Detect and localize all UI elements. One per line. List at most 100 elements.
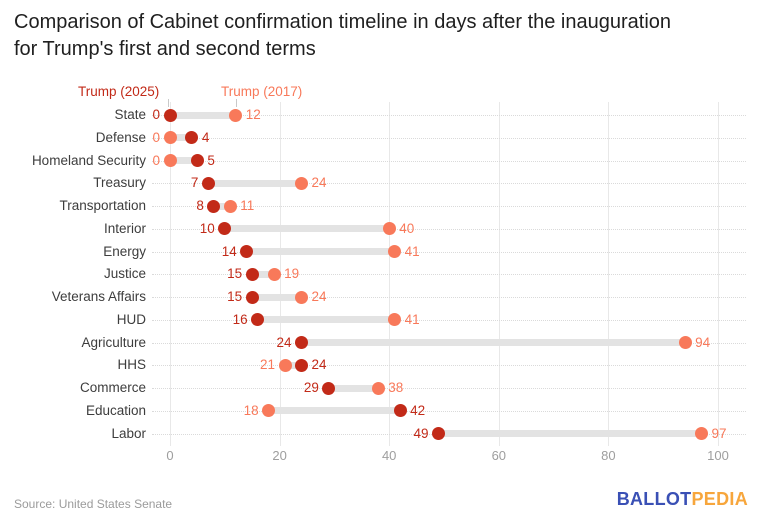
value-label-2017: 97 — [711, 425, 727, 441]
value-label-2017: 19 — [284, 266, 300, 282]
row-guide-line — [152, 115, 746, 116]
row-guide-line — [152, 388, 746, 389]
value-label-2017: 41 — [404, 243, 420, 259]
row-label: Treasury — [93, 175, 146, 191]
dot-trump-2025 — [295, 358, 309, 372]
value-label-2025: 24 — [311, 357, 327, 373]
dot-trump-2025 — [322, 381, 336, 395]
value-label-2025: 10 — [199, 220, 215, 236]
x-tick-label: 60 — [491, 448, 507, 463]
dot-trump-2017 — [388, 313, 402, 327]
row-guide-line — [152, 183, 746, 185]
row-guide-line — [152, 319, 746, 321]
value-label-2025: 7 — [190, 175, 199, 191]
row-label: Education — [85, 402, 146, 418]
dot-trump-2025 — [185, 131, 199, 145]
dumbbell-bar — [438, 430, 702, 437]
value-label-2017: 94 — [695, 334, 711, 350]
row-guide-line — [152, 228, 746, 230]
dumbbell-bar — [246, 248, 395, 255]
dot-trump-2017 — [229, 108, 243, 122]
dumbbell-bar — [213, 202, 231, 210]
row-guide-line — [152, 160, 746, 162]
dot-trump-2017 — [678, 336, 692, 349]
value-label-2025: 0 — [152, 107, 160, 122]
dumbbell-bar — [170, 134, 192, 142]
row-label: Energy — [103, 243, 146, 259]
dot-trump-2025 — [245, 267, 259, 281]
value-label-2025: 14 — [221, 243, 237, 259]
dot-trump-2025 — [432, 427, 446, 440]
dot-trump-2017 — [371, 381, 385, 395]
dot-trump-2025 — [207, 199, 221, 213]
row-label: State — [114, 107, 146, 122]
chart-title: Comparison of Cabinet confirmation timel… — [14, 9, 754, 63]
dot-trump-2025 — [245, 290, 259, 304]
dumbbell-bar — [170, 111, 236, 119]
row-guide-line — [152, 251, 746, 253]
x-gridline — [718, 102, 719, 446]
row-guide-line — [152, 297, 746, 298]
dot-trump-2025 — [295, 336, 309, 349]
dot-trump-2025 — [240, 245, 254, 258]
dumbbell-bar — [252, 270, 275, 278]
row-label: HUD — [116, 311, 146, 327]
row-guide-line — [152, 206, 746, 207]
row-guide-line — [152, 274, 746, 276]
value-label-2025: 8 — [196, 198, 204, 213]
legend-trump-2025: Trump (2025) — [78, 84, 160, 99]
dot-trump-2017 — [223, 199, 237, 213]
value-label-2017: 12 — [245, 107, 261, 122]
chart-title-line2: for Trump's first and second terms — [14, 38, 316, 60]
row-label: Justice — [103, 266, 146, 282]
dumbbell-bar — [268, 407, 401, 415]
logo-pedia-text: PEDIA — [691, 489, 748, 509]
value-label-2017: 40 — [399, 220, 415, 236]
x-tick-label: 40 — [381, 448, 397, 463]
dot-trump-2025 — [163, 108, 177, 122]
value-label-2017: 0 — [152, 152, 160, 168]
value-label-2017: 11 — [240, 198, 255, 213]
dumbbell-bar — [301, 339, 686, 346]
legend-trump-2017: Trump (2017) — [221, 84, 303, 99]
source-note: Source: United States Senate — [14, 497, 173, 511]
legend-leader-line-2017 — [236, 99, 237, 107]
dot-trump-2025 — [218, 222, 232, 236]
dot-trump-2017 — [695, 427, 709, 440]
dot-trump-2017 — [295, 176, 309, 190]
dumbbell-bar — [285, 361, 302, 369]
value-label-2025: 4 — [201, 129, 210, 145]
row-label: Transportation — [59, 198, 146, 213]
row-label: Agriculture — [81, 334, 146, 350]
value-label-2025: 5 — [207, 152, 215, 168]
logo-ballot-text: BALLOT — [616, 489, 692, 509]
value-label-2025: 49 — [413, 425, 429, 441]
value-label-2025: 15 — [227, 289, 243, 304]
row-label: Commerce — [79, 380, 146, 395]
x-tick-label: 0 — [166, 448, 174, 463]
dot-trump-2017 — [163, 154, 177, 167]
dot-trump-2025 — [201, 176, 215, 190]
dumbbell-bar — [170, 157, 198, 164]
chart-title-line1: Comparison of Cabinet confirmation timel… — [14, 11, 672, 33]
row-guide-line — [152, 365, 746, 367]
value-label-2017: 41 — [404, 311, 420, 327]
dot-trump-2017 — [163, 131, 177, 145]
x-gridline — [608, 102, 610, 446]
dot-trump-2017 — [278, 358, 292, 372]
dot-trump-2017 — [267, 267, 281, 281]
row-label: HHS — [117, 357, 146, 373]
row-label: Defense — [95, 129, 146, 145]
row-label: Veterans Affairs — [51, 289, 146, 304]
row-guide-line — [152, 410, 746, 412]
value-label-2017: 38 — [388, 380, 404, 395]
value-label-2017: 24 — [311, 175, 327, 191]
value-label-2025: 16 — [232, 311, 248, 327]
value-label-2017: 24 — [311, 289, 327, 304]
row-label: Interior — [103, 220, 146, 236]
dot-trump-2025 — [393, 404, 407, 418]
x-gridline — [389, 102, 391, 446]
value-label-2025: 29 — [303, 380, 319, 395]
